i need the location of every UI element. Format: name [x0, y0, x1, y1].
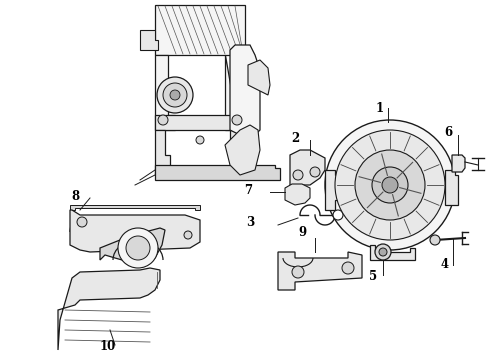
Circle shape [293, 170, 303, 180]
Polygon shape [155, 55, 175, 130]
Circle shape [310, 167, 320, 177]
Text: 5: 5 [369, 270, 377, 283]
Circle shape [430, 235, 440, 245]
Polygon shape [248, 60, 270, 95]
Circle shape [126, 236, 150, 260]
Polygon shape [445, 170, 458, 205]
Polygon shape [100, 228, 165, 265]
Circle shape [77, 217, 87, 227]
Polygon shape [155, 165, 280, 180]
Polygon shape [225, 125, 260, 175]
Text: 6: 6 [444, 126, 452, 139]
Text: 1: 1 [376, 102, 384, 114]
Circle shape [372, 167, 408, 203]
Polygon shape [70, 210, 200, 252]
Circle shape [163, 83, 187, 107]
Circle shape [232, 115, 242, 125]
Circle shape [375, 244, 391, 260]
Text: 10: 10 [100, 341, 116, 354]
Text: 4: 4 [441, 258, 449, 271]
Text: 8: 8 [71, 189, 79, 202]
Circle shape [379, 248, 387, 256]
Polygon shape [230, 130, 245, 175]
Polygon shape [452, 155, 465, 172]
Circle shape [196, 136, 204, 144]
Polygon shape [290, 150, 325, 185]
Text: 3: 3 [246, 216, 254, 229]
Circle shape [157, 77, 193, 113]
Polygon shape [370, 245, 415, 260]
Circle shape [335, 130, 445, 240]
Circle shape [170, 90, 180, 100]
Circle shape [333, 210, 343, 220]
Polygon shape [58, 268, 160, 350]
Polygon shape [155, 130, 170, 175]
Text: 9: 9 [298, 225, 306, 239]
Polygon shape [230, 45, 260, 140]
Text: 7: 7 [244, 184, 252, 197]
Polygon shape [285, 184, 310, 205]
Polygon shape [155, 115, 245, 130]
Circle shape [118, 228, 158, 268]
Polygon shape [70, 205, 200, 210]
Circle shape [158, 115, 168, 125]
Circle shape [184, 231, 192, 239]
Polygon shape [225, 55, 245, 130]
Polygon shape [140, 30, 158, 50]
Circle shape [355, 150, 425, 220]
Circle shape [342, 262, 354, 274]
Polygon shape [325, 170, 345, 210]
Polygon shape [155, 5, 245, 55]
Text: 2: 2 [291, 131, 299, 144]
Circle shape [382, 177, 398, 193]
Polygon shape [278, 252, 362, 290]
Circle shape [292, 266, 304, 278]
Circle shape [325, 120, 455, 250]
